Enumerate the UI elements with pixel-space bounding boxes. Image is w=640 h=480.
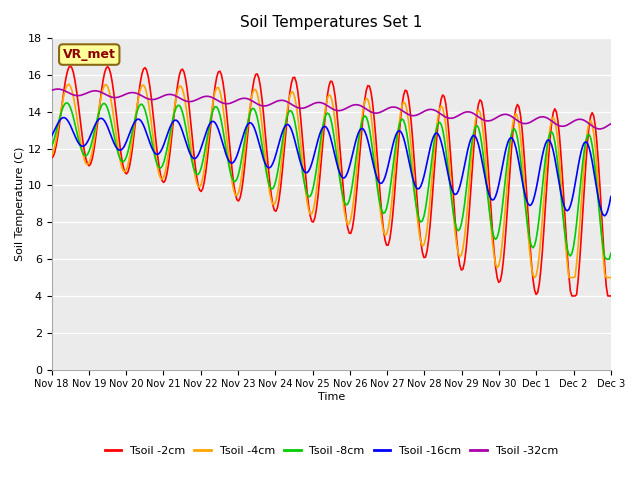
Tsoil -8cm <box>48 144 56 149</box>
Tsoil -4cm <box>294 113 301 119</box>
Line: Tsoil -16cm: Tsoil -16cm <box>52 118 611 216</box>
Title: Soil Temperatures Set 1: Soil Temperatures Set 1 <box>240 15 422 30</box>
Tsoil -8cm <box>118 158 125 164</box>
Tsoil -32cm <box>577 117 585 122</box>
Tsoil -16cm <box>118 147 125 153</box>
Tsoil -4cm <box>48 153 56 159</box>
Tsoil -2cm <box>607 293 614 299</box>
Tsoil -32cm <box>235 96 243 102</box>
Tsoil -32cm <box>48 87 56 93</box>
Tsoil -8cm <box>607 251 614 256</box>
Tsoil -2cm <box>48 155 56 161</box>
Tsoil -8cm <box>244 119 252 125</box>
Tsoil -4cm <box>118 164 125 170</box>
Tsoil -32cm <box>607 121 614 127</box>
Tsoil -2cm <box>294 88 301 94</box>
Text: VR_met: VR_met <box>63 48 116 61</box>
Tsoil -16cm <box>607 193 614 199</box>
Tsoil -16cm <box>60 115 68 120</box>
Tsoil -8cm <box>602 256 610 262</box>
Tsoil -2cm <box>67 63 74 69</box>
Legend: Tsoil -2cm, Tsoil -4cm, Tsoil -8cm, Tsoil -16cm, Tsoil -32cm: Tsoil -2cm, Tsoil -4cm, Tsoil -8cm, Tsoi… <box>100 442 563 460</box>
Line: Tsoil -2cm: Tsoil -2cm <box>52 66 611 296</box>
Tsoil -8cm <box>63 100 71 106</box>
Tsoil -32cm <box>216 99 224 105</box>
Tsoil -2cm <box>216 68 224 74</box>
Tsoil -2cm <box>118 156 125 161</box>
Tsoil -8cm <box>235 171 243 177</box>
Tsoil -16cm <box>601 213 609 219</box>
Line: Tsoil -4cm: Tsoil -4cm <box>52 84 611 277</box>
Tsoil -8cm <box>577 173 585 179</box>
Tsoil -16cm <box>216 131 224 137</box>
Tsoil -4cm <box>607 275 614 280</box>
Tsoil -2cm <box>579 209 587 215</box>
Tsoil -2cm <box>244 130 252 135</box>
Tsoil -4cm <box>65 82 72 87</box>
Tsoil -32cm <box>54 86 61 92</box>
Tsoil -32cm <box>118 93 125 99</box>
X-axis label: Time: Time <box>317 392 345 402</box>
Y-axis label: Soil Temperature (C): Soil Temperature (C) <box>15 147 25 261</box>
Tsoil -32cm <box>244 96 252 102</box>
Tsoil -4cm <box>531 275 538 280</box>
Tsoil -8cm <box>294 136 301 142</box>
Tsoil -16cm <box>235 148 243 154</box>
Tsoil -8cm <box>216 112 224 118</box>
Tsoil -4cm <box>235 190 243 195</box>
Tsoil -32cm <box>596 126 604 132</box>
Tsoil -2cm <box>568 293 576 299</box>
Tsoil -4cm <box>244 120 252 126</box>
Tsoil -16cm <box>244 121 252 127</box>
Tsoil -16cm <box>294 149 301 155</box>
Line: Tsoil -32cm: Tsoil -32cm <box>52 89 611 129</box>
Tsoil -4cm <box>579 179 587 184</box>
Tsoil -16cm <box>577 148 585 154</box>
Tsoil -4cm <box>216 88 224 94</box>
Tsoil -16cm <box>48 133 56 139</box>
Line: Tsoil -8cm: Tsoil -8cm <box>52 103 611 259</box>
Tsoil -32cm <box>294 105 301 110</box>
Tsoil -2cm <box>235 198 243 204</box>
